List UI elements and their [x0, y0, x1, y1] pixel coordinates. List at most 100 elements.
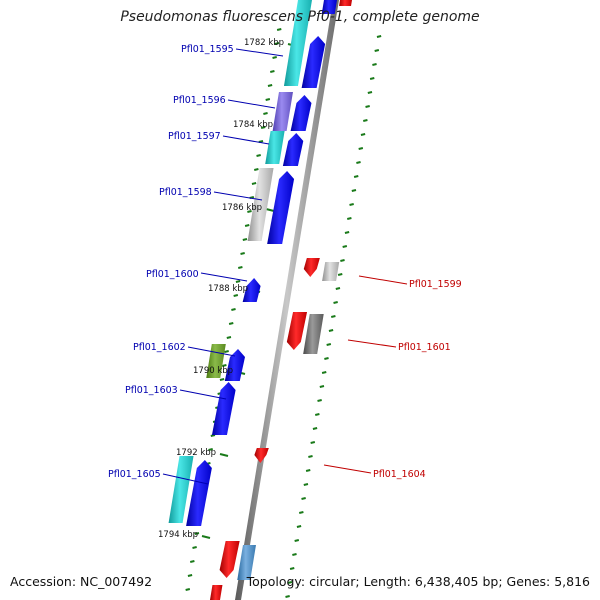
- tick-mark-right: [296, 525, 302, 528]
- gene-label: Pfl01_1596: [173, 95, 226, 106]
- cog-olive-block: [206, 344, 226, 378]
- tick-mark-left: [258, 140, 264, 143]
- gene-forward: [242, 278, 261, 302]
- tick-mark-right: [310, 441, 316, 444]
- gene-forward: [267, 171, 295, 244]
- tick-mark-left: [208, 448, 213, 451]
- tick-mark-left: [210, 434, 216, 437]
- tick-mark-right: [330, 315, 336, 318]
- gene-reverse: [219, 541, 240, 578]
- tick-mark-right: [340, 259, 345, 262]
- gene-label: Pfl01_1599: [409, 279, 462, 290]
- label-connector: [179, 389, 227, 400]
- gene-forward: [186, 460, 212, 526]
- tick-mark-right: [342, 245, 348, 248]
- gene-features: [168, 0, 352, 600]
- tick-mark-right: [365, 105, 370, 108]
- cog-steel-block: [237, 545, 256, 580]
- label-connector: [200, 272, 248, 282]
- tick-mark-left: [272, 56, 277, 59]
- label-connector: [235, 48, 284, 57]
- tick-mark-left: [194, 532, 200, 535]
- kbp-tick: [265, 208, 275, 212]
- gene-label: Pfl01_1604: [373, 469, 426, 480]
- kbp-tick: [201, 535, 211, 539]
- gene-label: Pfl01_1602: [133, 342, 186, 353]
- tick-mark-left: [263, 112, 268, 115]
- tick-mark-left: [265, 98, 271, 101]
- tick-mark-left: [270, 70, 275, 73]
- tick-mark-right: [353, 175, 359, 178]
- tick-mark-right: [298, 511, 304, 514]
- tick-mark-left: [226, 336, 232, 339]
- tick-mark-right: [285, 595, 290, 598]
- tick-mark-right: [376, 35, 382, 38]
- tick-mark-right: [337, 273, 343, 276]
- tick-mark-right: [314, 413, 320, 416]
- tick-mark-left: [242, 238, 248, 241]
- accession-text: Accession: NC_007492: [10, 574, 153, 589]
- tick-mark-right: [349, 203, 354, 206]
- gene-label: Pfl01_1601: [398, 342, 451, 353]
- tick-mark-right: [326, 343, 332, 346]
- tick-mark-right: [317, 399, 322, 402]
- cog-gray-block: [303, 314, 324, 354]
- gene-label: Pfl01_1605: [108, 469, 161, 480]
- tick-mark-left: [192, 546, 197, 549]
- tick-mark-left: [233, 294, 239, 297]
- tick-mark-right: [294, 539, 300, 542]
- label-connector: [187, 346, 236, 357]
- tick-mark-left: [221, 364, 227, 367]
- tick-mark-left: [254, 168, 259, 171]
- gene-forward: [301, 36, 326, 88]
- tick-mark-right: [344, 231, 350, 234]
- tick-mark-right: [372, 63, 377, 66]
- tick-mark-left: [219, 378, 225, 381]
- tick-mark-right: [363, 119, 368, 122]
- tick-mark-right: [303, 483, 309, 486]
- gene-forward: [290, 95, 312, 131]
- gene-forward: [321, 0, 337, 14]
- map-labels: 1782 kbp 1784 kbp 1786 kbp 1788 kbp 1790 kbp…: [108, 38, 462, 540]
- gene-forward: [224, 349, 245, 381]
- tick-mark-right: [367, 91, 373, 94]
- gene-reverse: [303, 258, 320, 277]
- label-connector: [222, 135, 270, 145]
- label-connector: [162, 473, 209, 485]
- tick-mark-right: [374, 49, 380, 52]
- tick-mark-right: [289, 567, 295, 570]
- tick-mark-left: [237, 266, 243, 269]
- tick-mark-right: [360, 133, 366, 136]
- tick-mark-right: [358, 147, 364, 150]
- tick-mark-right: [335, 287, 341, 290]
- kbp-label: 1782 kbp: [244, 38, 284, 48]
- tick-mark-left: [228, 322, 234, 325]
- kbp-label: 1794 kbp: [158, 530, 198, 540]
- label-connector: [213, 191, 263, 201]
- gene-label: Pfl01_1597: [168, 131, 221, 142]
- tick-mark-right: [321, 371, 327, 374]
- tick-mark-left: [187, 574, 193, 577]
- tick-mark-left: [251, 182, 257, 185]
- tick-mark-right: [292, 553, 297, 556]
- tick-mark-right: [356, 161, 361, 164]
- tick-mark-left: [267, 84, 273, 87]
- gene-label: Pfl01_1600: [146, 269, 199, 280]
- kbp-label: 1788 kbp: [208, 284, 248, 294]
- tick-mark-right: [324, 357, 329, 360]
- gene-reverse: [210, 585, 223, 600]
- cog-silver-block: [247, 168, 274, 241]
- tick-mark-right: [346, 217, 352, 220]
- tick-mark-left: [185, 588, 191, 591]
- kbp-label: 1784 kbp: [233, 120, 273, 130]
- tick-mark-right: [308, 455, 313, 458]
- tick-mark-right: [301, 497, 306, 500]
- tick-mark-right: [312, 427, 318, 430]
- gene-forward: [282, 133, 304, 166]
- label-connector: [347, 339, 397, 348]
- kbp-label: 1792 kbp: [176, 448, 216, 458]
- tick-mark-left: [247, 210, 252, 213]
- cog-purple-block: [272, 92, 293, 131]
- gene-reverse: [339, 0, 352, 6]
- kbp-label: 1786 kbp: [222, 203, 262, 213]
